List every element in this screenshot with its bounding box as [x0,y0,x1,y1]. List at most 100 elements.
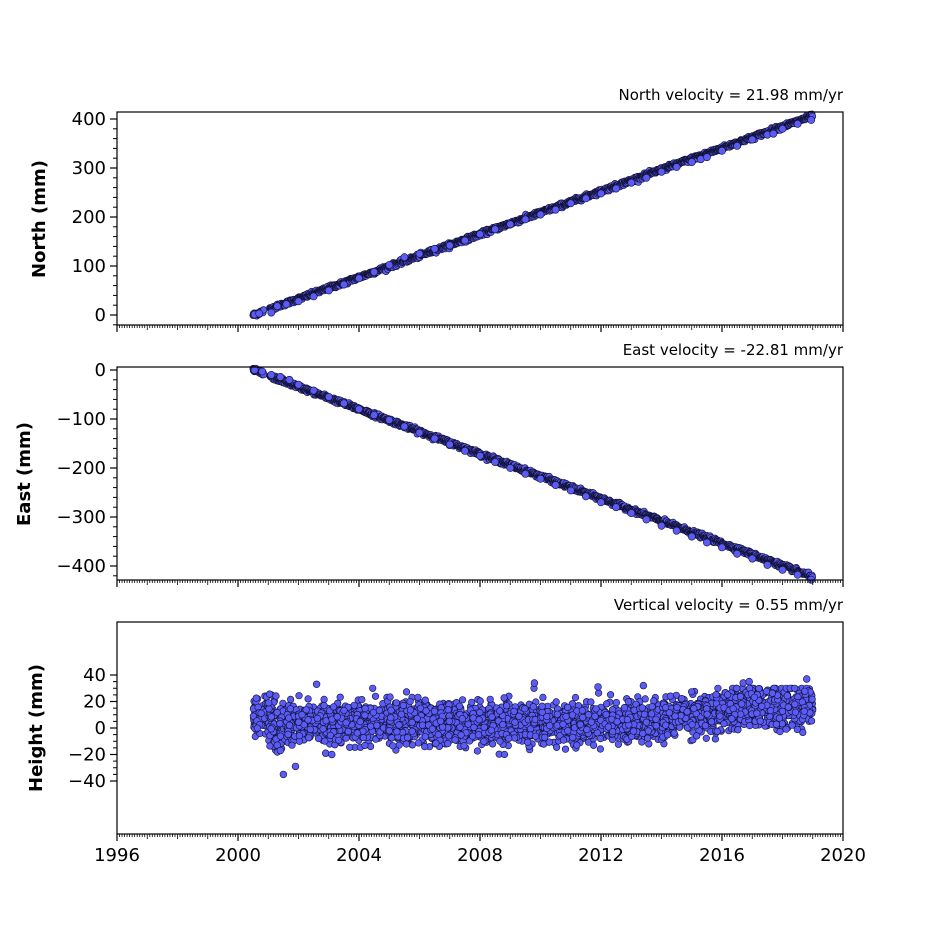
data-point [339,280,348,289]
height-points [249,675,817,779]
data-point [294,297,303,306]
data-point [304,695,312,703]
y-tick-label: 200 [72,207,106,228]
height-y-axis-label: Height (mm) [26,664,47,792]
data-point [536,474,545,483]
y-tick-label: −200 [57,458,106,479]
data-point [370,411,378,419]
data-point [267,370,276,379]
data-point [370,267,378,276]
data-point [285,721,294,729]
data-point [369,708,378,717]
data-point [267,308,276,317]
data-point [415,428,424,437]
data-point [748,135,757,144]
data-point [367,722,375,730]
data-point [339,399,348,408]
data-point [642,515,651,524]
data-point [287,695,295,704]
data-point [358,695,366,704]
data-point [294,380,303,389]
y-tick-label: 0 [95,360,106,381]
data-point [642,173,651,182]
data-point [627,509,636,517]
data-point [335,736,343,744]
data-point [324,286,333,295]
data-point [778,566,787,574]
data-point [506,464,515,472]
data-point [597,498,605,507]
data-point [253,724,261,732]
data-point [672,163,681,171]
y-tick-label: −300 [57,507,106,528]
data-point [414,693,422,701]
data-point [295,732,304,740]
data-point [320,701,328,710]
data-point [273,708,281,717]
data-point [285,375,294,384]
data-point [763,561,772,569]
data-point [306,725,314,734]
data-point [400,253,409,262]
data-point [445,241,454,250]
data-point [304,716,312,724]
data-point [748,554,757,563]
y-tick-label: −100 [57,409,106,430]
data-point [385,261,394,269]
north-points [249,110,817,320]
y-tick-label: 0 [95,305,106,326]
data-point [285,714,293,722]
y-tick-label: 400 [72,109,106,130]
data-point [582,194,590,203]
data-point [356,717,364,726]
data-point [718,146,726,155]
data-point [267,713,276,721]
vertical-velocity-title: Vertical velocity = 0.55 mm/yr [614,596,844,614]
data-point [286,705,295,713]
data-point [807,116,816,124]
data-point [373,721,381,730]
data-point [687,532,696,541]
data-point [340,706,348,715]
data-point [355,274,363,283]
data-point [476,451,484,460]
data-point [733,549,741,558]
y-tick-label: 100 [72,256,106,277]
east-y-axis-label: East (mm) [14,422,35,526]
data-point [309,386,318,395]
data-point [566,199,575,208]
data-point [385,416,394,424]
data-point [346,743,354,751]
data-point [276,732,285,740]
data-point [321,737,329,745]
height-panel: Vertical velocity = 0.55 mm/yr Height (m… [26,596,866,866]
data-point [430,244,439,253]
east-y-ticks: 0 −100 −200 −300 −400 [57,360,117,577]
data-point [402,688,411,696]
north-velocity-title: North velocity = 21.98 mm/yr [619,86,844,104]
east-x-minor-ticks [116,580,844,587]
data-point [313,714,322,723]
east-panel: East velocity = -22.81 mm/yr East (mm) 0… [14,341,844,587]
data-point [430,434,439,443]
data-point [506,220,515,229]
data-point [355,405,363,414]
data-point [336,693,344,701]
data-point [703,153,711,162]
north-y-axis-label: North (mm) [29,160,50,278]
data-point [266,690,274,698]
data-point [295,718,303,726]
data-point [551,481,560,489]
data-point [612,503,620,512]
data-point [288,741,296,749]
data-point [551,205,560,214]
north-panel: North velocity = 21.98 mm/yr North (mm) … [29,86,844,332]
data-point [415,249,424,258]
data-point [582,492,590,501]
north-y-ticks: 0 100 200 300 400 [72,109,117,326]
data-point [353,729,361,737]
data-point [258,367,267,376]
data-point [333,713,341,721]
data-point [361,704,369,713]
data-point [344,727,352,736]
